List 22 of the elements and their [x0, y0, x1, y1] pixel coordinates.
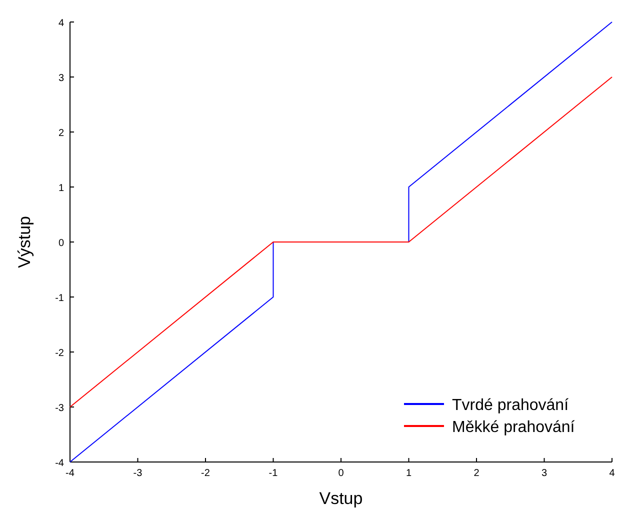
y-tick-label: 4: [58, 18, 64, 29]
y-tick-label: -1: [55, 293, 64, 304]
y-tick-label: -3: [55, 403, 64, 414]
x-tick-label: -2: [201, 468, 210, 479]
x-tick-label: 4: [609, 468, 616, 479]
x-tick-label: 2: [474, 468, 480, 479]
x-tick-label: -4: [66, 468, 75, 479]
y-axis-title: Výstup: [15, 216, 34, 268]
x-tick-label: 0: [338, 468, 344, 479]
y-tick-label: -2: [55, 348, 64, 359]
y-tick-label: 2: [58, 128, 64, 139]
x-tick-label: -3: [133, 468, 143, 479]
y-tick-label: 1: [58, 183, 64, 194]
x-tick-label: 1: [406, 468, 412, 479]
y-tick-label: 0: [58, 238, 64, 249]
legend-label: Měkké prahování: [452, 419, 576, 436]
y-tick-label: 3: [58, 73, 64, 84]
x-axis-title: Vstup: [319, 489, 363, 508]
x-tick-label: 3: [541, 468, 548, 479]
legend-label: Tvrdé prahování: [452, 397, 570, 414]
x-tick-label: -1: [268, 468, 278, 479]
y-tick-label: -4: [55, 458, 64, 469]
